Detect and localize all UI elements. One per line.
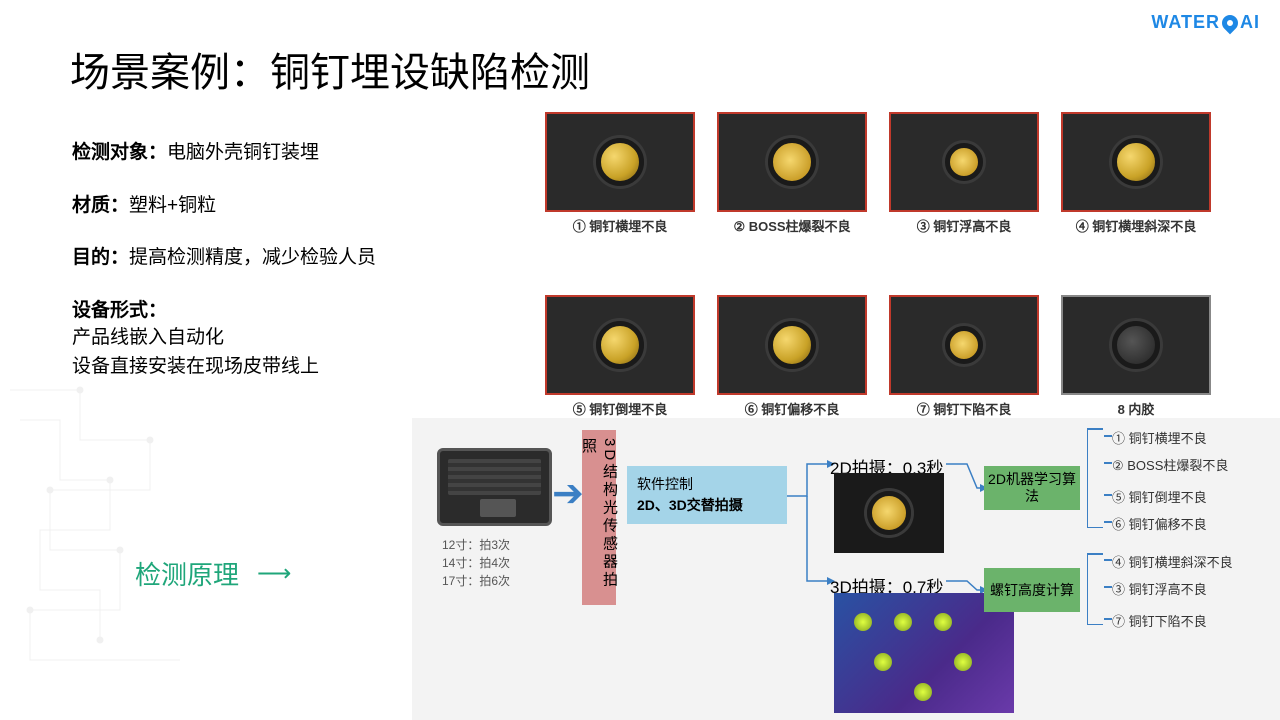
bracket-icon — [1087, 428, 1107, 528]
defect-caption: 8 内胶 — [1061, 399, 1211, 418]
info-purpose: 目的：提高检测精度，减少检验人员 — [72, 245, 502, 272]
page-title: 场景案例：铜钉埋设缺陷检测 — [70, 40, 590, 98]
tick-line — [1104, 521, 1112, 523]
defect-item: ① 铜钉横埋不良 — [545, 112, 695, 235]
defect-image-6 — [717, 295, 867, 395]
output-item: ④ 铜钉横埋斜深不良 — [1112, 552, 1233, 571]
defect-image-3 — [889, 112, 1039, 212]
kb-line: 14寸：拍4次 — [442, 554, 510, 572]
algo-height-box: 螺钉高度计算 — [984, 568, 1080, 612]
defect-item: ⑦ 铜钉下陷不良 — [889, 295, 1039, 418]
output-item: ② BOSS柱爆裂不良 — [1112, 455, 1228, 474]
tick-line — [1104, 618, 1112, 620]
output-item: ③ 铜钉浮高不良 — [1112, 579, 1207, 598]
keyboard-caption: 12寸：拍3次 14寸：拍4次 17寸：拍6次 — [442, 536, 510, 590]
info-block: 检测对象：电脑外壳铜钉装埋 材质：塑料+铜粒 目的：提高检测精度，减少检验人员 … — [72, 140, 502, 381]
algo-2d-box: 2D机器学习算法 — [984, 466, 1080, 510]
laptop-shell-icon — [437, 448, 552, 526]
circuit-decoration-icon — [0, 380, 220, 680]
defect-image-7 — [889, 295, 1039, 395]
flow-panel: 12寸：拍3次 14寸：拍4次 17寸：拍6次 ➔ 3D结构光传感器拍照 软件控… — [412, 418, 1280, 720]
kb-line: 17寸：拍6次 — [442, 572, 510, 590]
defect-image-4 — [1061, 112, 1211, 212]
tick-line — [1104, 586, 1112, 588]
defect-image-2 — [717, 112, 867, 212]
info-equip-line2: 设备直接安装在现场皮带线上 — [72, 356, 319, 377]
defect-caption: ⑥ 铜钉偏移不良 — [717, 399, 867, 418]
info-equip-label: 设备形式： — [72, 300, 167, 321]
output-item: ⑦ 铜钉下陷不良 — [1112, 611, 1207, 630]
info-target-value: 电脑外壳铜钉装埋 — [167, 142, 319, 163]
info-material-value: 塑料+铜粒 — [129, 195, 216, 216]
tick-line — [1104, 494, 1112, 496]
software-control-box: 软件控制 2D、3D交替拍摄 — [627, 466, 787, 524]
output-item: ⑥ 铜钉偏移不良 — [1112, 514, 1207, 533]
tick-line — [1104, 462, 1112, 464]
defect-caption: ⑦ 铜钉下陷不良 — [889, 399, 1039, 418]
principle-text: 检测原理 — [135, 555, 239, 592]
arrow-right-icon: ⟶ — [257, 559, 291, 588]
sw-line1: 软件控制 — [637, 474, 777, 495]
defect-item: ⑤ 铜钉倒埋不良 — [545, 295, 695, 418]
defect-image-5 — [545, 295, 695, 395]
defect-caption: ② BOSS柱爆裂不良 — [717, 216, 867, 235]
info-material: 材质：塑料+铜粒 — [72, 193, 502, 220]
defect-item: 8 内胶 — [1061, 295, 1211, 418]
bracket-icon — [1087, 553, 1107, 625]
brand-logo: WATER AI — [1151, 12, 1260, 33]
info-equip-line1: 产品线嵌入自动化 — [72, 327, 224, 348]
defect-caption: ⑤ 铜钉倒埋不良 — [545, 399, 695, 418]
defect-item: ③ 铜钉浮高不良 — [889, 112, 1039, 235]
water-drop-icon — [1219, 11, 1242, 34]
principle-label: 检测原理 ⟶ — [135, 555, 291, 592]
info-material-label: 材质： — [72, 195, 129, 216]
logo-left: WATER — [1151, 12, 1220, 33]
info-purpose-label: 目的： — [72, 247, 129, 268]
output-item: ⑤ 铜钉倒埋不良 — [1112, 487, 1207, 506]
defect-item: ② BOSS柱爆裂不良 — [717, 112, 867, 235]
defect-caption: ① 铜钉横埋不良 — [545, 216, 695, 235]
sensor-3d-box: 3D结构光传感器拍照 — [582, 430, 616, 605]
info-equipment: 设备形式： 产品线嵌入自动化 设备直接安装在现场皮带线上 — [72, 298, 502, 382]
info-target-label: 检测对象： — [72, 142, 167, 163]
defect-grid: ① 铜钉横埋不良 ② BOSS柱爆裂不良 ③ 铜钉浮高不良 ④ 铜钉横埋斜深不良… — [545, 112, 1265, 418]
output-item: ① 铜钉横埋不良 — [1112, 428, 1207, 447]
tick-line — [1104, 435, 1112, 437]
defect-image-1 — [545, 112, 695, 212]
info-purpose-value: 提高检测精度，减少检验人员 — [129, 247, 376, 268]
defect-caption: ③ 铜钉浮高不良 — [889, 216, 1039, 235]
tick-line — [1104, 559, 1112, 561]
kb-line: 12寸：拍3次 — [442, 536, 510, 554]
sw-line2: 2D、3D交替拍摄 — [637, 495, 777, 516]
logo-right: AI — [1240, 12, 1260, 33]
defect-item: ④ 铜钉横埋斜深不良 — [1061, 112, 1211, 235]
defect-image-8 — [1061, 295, 1211, 395]
defect-caption: ④ 铜钉横埋斜深不良 — [1061, 216, 1211, 235]
info-target: 检测对象：电脑外壳铜钉装埋 — [72, 140, 502, 167]
sample-2d-image — [834, 473, 944, 553]
defect-item: ⑥ 铜钉偏移不良 — [717, 295, 867, 418]
